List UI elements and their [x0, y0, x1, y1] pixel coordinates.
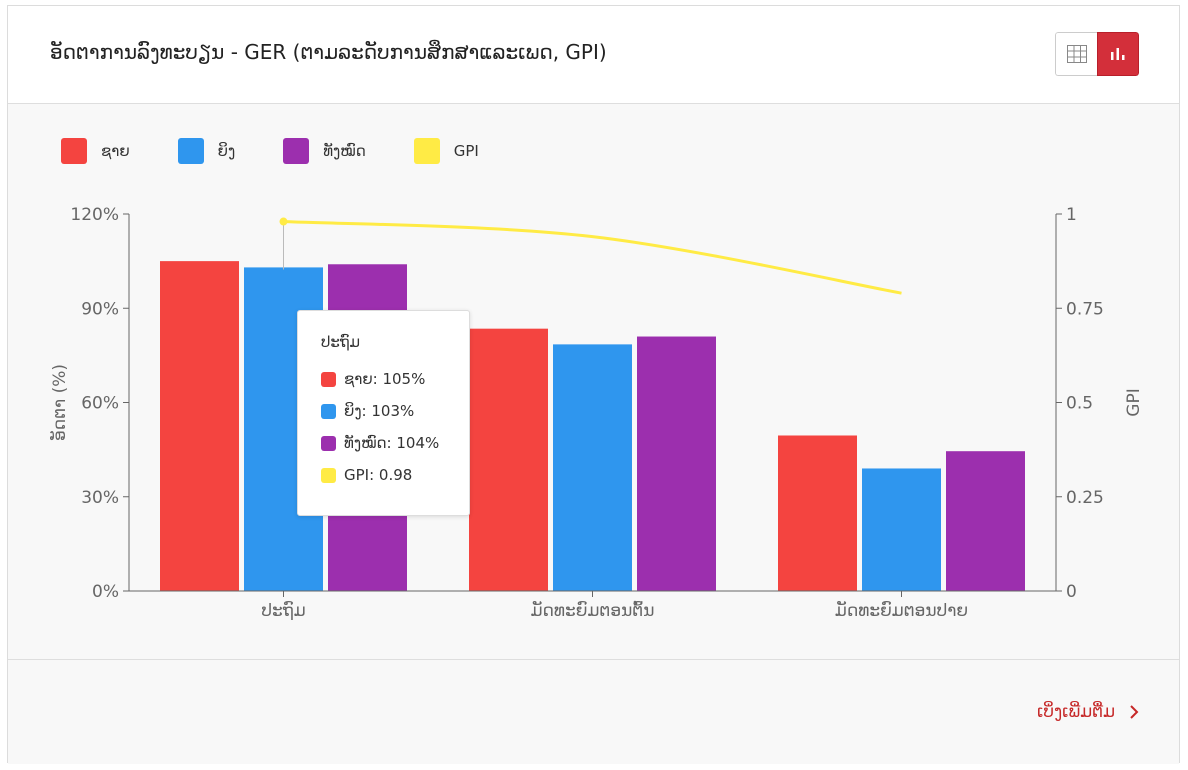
y-left-tick-label: 90% — [81, 299, 119, 319]
tooltip-row-gpi: GPI: 0.98 — [321, 459, 469, 491]
tooltip-swatch-male — [321, 371, 336, 387]
y-left-tick-label: 60% — [81, 394, 119, 414]
chart-view-button[interactable] — [1097, 32, 1139, 76]
card-header: ອັດຕາການລົງທະບຽນ - GER (ຕາມລະດັບການສຶກສາ… — [8, 6, 1179, 104]
gpi-line — [283, 220, 902, 295]
legend-swatch-total — [283, 138, 310, 164]
tooltip-swatch-gpi — [321, 467, 336, 483]
tooltip-text: ຍິງ: 103% — [344, 402, 415, 420]
y-left-tick-label: 0% — [92, 582, 119, 602]
legend-swatch-gpi — [413, 138, 440, 164]
card-title: ອັດຕາການລົງທະບຽນ - GER (ຕາມລະດັບການສຶກສາ… — [50, 40, 607, 64]
view-toggle — [1055, 32, 1139, 76]
bar-total-1 — [637, 336, 716, 591]
see-more-label: ເບິ່ງເພີ່ມຕື່ມ — [1036, 702, 1115, 722]
tooltip-text: ທັງໝົດ: 104% — [344, 434, 440, 452]
y-right-tick-label: 1 — [1066, 205, 1077, 225]
chart-tooltip: ປະຖົມ ຊາຍ: 105% ຍິງ: 103% ທັງໝົດ: 104% G… — [297, 310, 470, 516]
chart-card: ອັດຕາການລົງທະບຽນ - GER (ຕາມລະດັບການສຶກສາ… — [7, 5, 1180, 764]
y-right-axis-title: GPI — [1124, 388, 1144, 416]
y-left-tick-label: 30% — [81, 488, 119, 508]
bar-female-1 — [553, 344, 632, 591]
legend-label: ທັງໝົດ — [323, 142, 366, 160]
bar-male-2 — [778, 435, 857, 591]
legend-item-female[interactable]: ຍິງ — [177, 138, 236, 164]
x-tick-label: ມັດທະຍົມຕອນປາຍ — [835, 599, 968, 621]
legend-item-gpi[interactable]: GPI — [413, 138, 479, 164]
legend-label: ຍິງ — [217, 142, 236, 160]
table-view-button[interactable] — [1055, 32, 1097, 76]
see-more-link[interactable]: ເບິ່ງເພີ່ມຕື່ມ — [1037, 702, 1139, 722]
legend-label: GPI — [453, 142, 479, 160]
gpi-point-0 — [279, 217, 288, 226]
legend-label: ຊາຍ — [101, 142, 130, 160]
grid-icon — [1066, 45, 1087, 63]
y-left-axis-title: ອັດຕາ (%) — [48, 364, 70, 441]
x-tick-label: ມັດທະຍົມຕອນຕົ້ນ — [531, 599, 655, 621]
card-footer: ເບິ່ງເພີ່ມຕື່ມ — [8, 660, 1179, 764]
chevron-right-icon — [1130, 705, 1139, 719]
legend-item-total[interactable]: ທັງໝົດ — [283, 138, 366, 164]
tooltip-row-female: ຍິງ: 103% — [321, 395, 469, 427]
tooltip-swatch-total — [321, 435, 336, 451]
tooltip-text: ຊາຍ: 105% — [344, 370, 426, 388]
tooltip-text: GPI: 0.98 — [344, 466, 413, 484]
tooltip-row-male: ຊາຍ: 105% — [321, 363, 469, 395]
y-right-tick-label: 0 — [1066, 582, 1077, 602]
bar-chart-icon — [1111, 48, 1125, 60]
tooltip-swatch-female — [321, 403, 336, 419]
legend-swatch-male — [61, 138, 87, 164]
tooltip-title: ປະຖົມ — [321, 333, 361, 351]
y-right-tick-label: 0.5 — [1066, 394, 1093, 414]
bar-male-1 — [469, 328, 548, 591]
chart-legend: ຊາຍ ຍິງ ທັງໝົດ GPI — [61, 138, 527, 164]
legend-item-male[interactable]: ຊາຍ — [61, 138, 130, 164]
x-tick-label: ປະຖົມ — [261, 599, 305, 621]
y-right-tick-label: 0.75 — [1066, 299, 1104, 319]
y-right-tick-label: 0.25 — [1066, 488, 1104, 508]
y-left-tick-label: 120% — [70, 205, 119, 225]
chart-area: ຊາຍ ຍິງ ທັງໝົດ GPI 0% 30% 60% 90% 120% 0 0.25 0… — [8, 104, 1179, 660]
tooltip-row-total: ທັງໝົດ: 104% — [321, 427, 469, 459]
bar-female-2 — [862, 468, 941, 591]
bar-male-0 — [160, 261, 239, 591]
bar-total-2 — [946, 451, 1025, 591]
legend-swatch-female — [177, 138, 204, 164]
